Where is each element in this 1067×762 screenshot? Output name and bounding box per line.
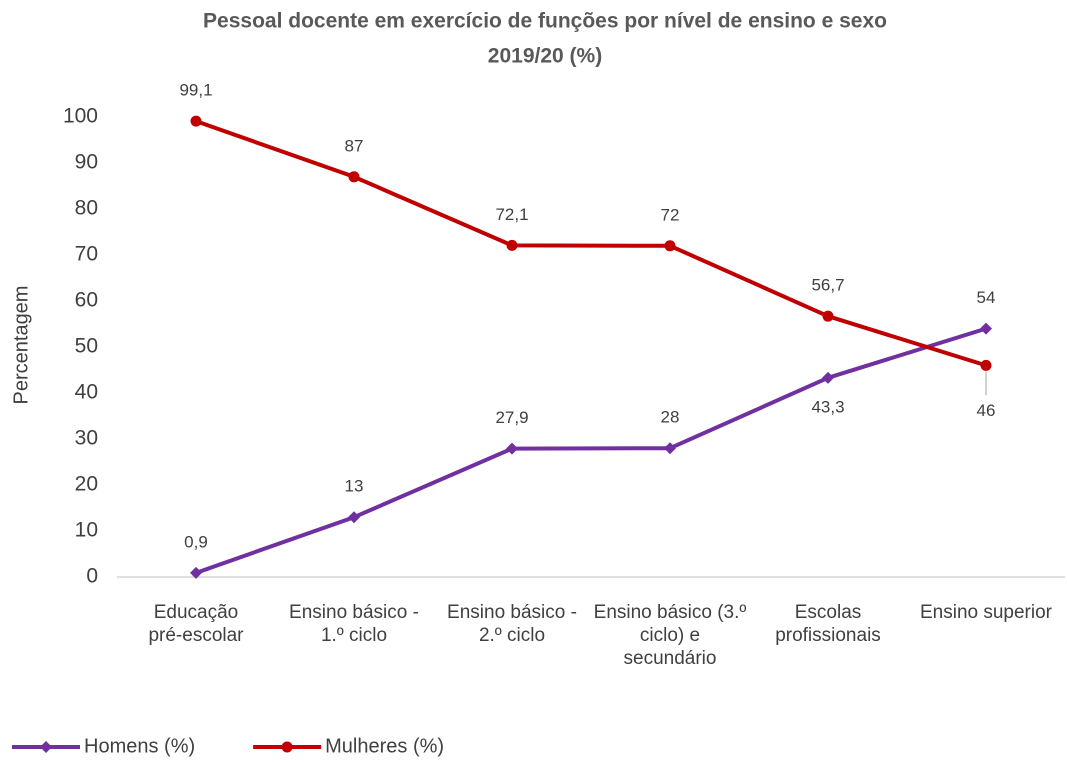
marker (664, 240, 676, 252)
data-label: 56,7 (811, 276, 844, 295)
x-tick-label: Ensino superior (920, 602, 1053, 623)
y-tick-label: 0 (86, 565, 98, 588)
chart-title: Pessoal docente em exercício de funções … (203, 10, 887, 33)
series-line (195, 326, 987, 575)
y-axis-label: Percentagem (10, 286, 32, 405)
y-tick-label: 100 (63, 105, 98, 128)
data-label: 0,9 (184, 532, 208, 551)
y-tick-label: 60 (75, 289, 98, 312)
x-tick-label: Escolas profissionais (775, 602, 881, 646)
marker (664, 442, 676, 455)
data-label: 72,1 (495, 205, 528, 224)
x-tick-label: Ensino básico -1.º ciclo (289, 602, 419, 646)
data-label: 87 (345, 136, 364, 155)
data-label: 72 (661, 205, 680, 224)
x-tick-label: Educação pré-escolar (148, 602, 244, 646)
data-label: 54 (977, 288, 996, 307)
y-tick-label: 50 (75, 335, 98, 358)
data-label: 43,3 (811, 397, 844, 416)
marker (506, 442, 518, 455)
series-line (195, 119, 987, 368)
marker (348, 171, 360, 183)
data-label: 46 (977, 401, 996, 420)
y-tick-label: 90 (75, 151, 98, 174)
data-label: 99,1 (179, 81, 212, 100)
x-tick-label: Ensino básico -2.º ciclo (447, 602, 577, 646)
data-label: 28 (661, 408, 680, 427)
data-label: 13 (345, 477, 364, 496)
marker (190, 115, 202, 127)
legend-label: Homens (%) (84, 735, 195, 757)
marker (822, 310, 834, 322)
data-label: 27,9 (495, 408, 528, 427)
marker (980, 322, 992, 335)
y-tick-label: 10 (75, 519, 98, 542)
x-tick-label: Ensino básico (3.º ciclo) e secundário (594, 602, 747, 669)
legend-marker (281, 741, 293, 753)
marker (506, 239, 518, 251)
y-tick-label: 40 (75, 381, 98, 404)
legend-marker (40, 741, 52, 753)
marker (190, 566, 202, 579)
y-tick-label: 70 (75, 243, 98, 266)
y-tick-label: 80 (75, 197, 98, 220)
chart-subtitle: 2019/20 (%) (488, 45, 602, 68)
marker (348, 511, 360, 524)
marker (822, 371, 834, 384)
y-tick-label: 20 (75, 473, 98, 496)
y-tick-label: 30 (75, 427, 98, 450)
legend-label: Mulheres (%) (325, 735, 444, 757)
marker (980, 359, 992, 371)
